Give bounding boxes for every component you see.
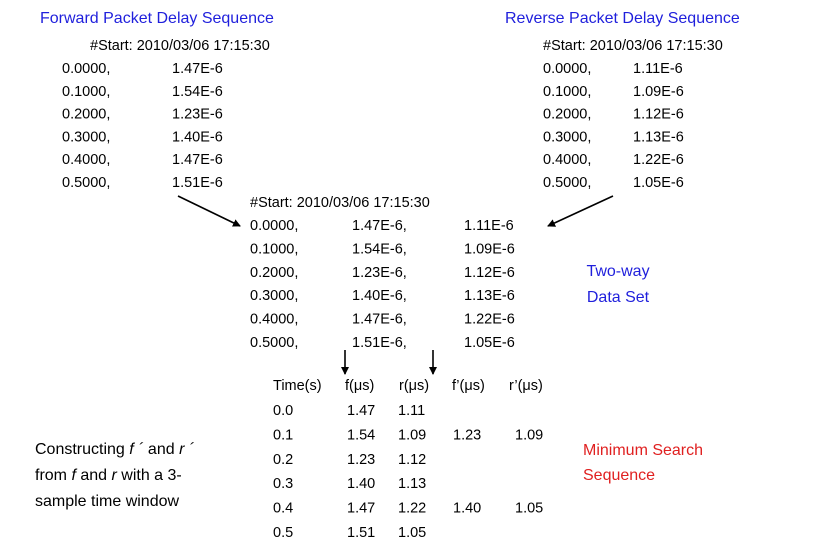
- cell: 0.4000,: [250, 312, 298, 328]
- cell: 0.3000,: [250, 288, 298, 304]
- cell: 1.51: [347, 525, 375, 541]
- table-header: f(μs): [345, 378, 374, 394]
- cell: 1.40E-6,: [352, 288, 407, 304]
- caption-line: from f and r with a 3-: [35, 467, 182, 484]
- arrow: [177, 195, 241, 227]
- cell: 1.12: [398, 452, 426, 468]
- cell: 1.47: [347, 501, 375, 517]
- cell: 0.4000,: [62, 152, 110, 168]
- cell: 1.47E-6,: [352, 218, 407, 234]
- cell: 0.2000,: [543, 107, 591, 123]
- caption-part: f: [71, 467, 77, 484]
- cell: 1.09E-6: [633, 84, 684, 100]
- minimum-label: Sequence: [583, 467, 655, 484]
- cell: 1.13E-6: [464, 288, 515, 304]
- cell: 0.5: [273, 525, 293, 541]
- cell: 1.05E-6: [633, 175, 684, 191]
- cell: 0.5000,: [250, 335, 298, 351]
- cell: 0.1000,: [250, 241, 298, 257]
- cell: 1.22E-6: [633, 152, 684, 168]
- cell: 0.5000,: [62, 175, 110, 191]
- forward-start: #Start: 2010/03/06 17:15:30: [90, 38, 270, 54]
- cell: 1.11E-6: [464, 218, 514, 234]
- cell: 1.54E-6: [172, 84, 223, 100]
- cell: 1.11E-6: [633, 61, 683, 77]
- cell: 1.09: [398, 427, 426, 443]
- cell: 1.40: [347, 476, 375, 492]
- cell: 0.2: [273, 452, 293, 468]
- minimum-label: Minimum Search: [583, 442, 703, 459]
- caption-line: Constructing f ´ and r ´: [35, 441, 195, 458]
- cell: 1.05: [515, 501, 543, 517]
- caption-part: with a 3-: [117, 467, 182, 484]
- forward-title: Forward Packet Delay Sequence: [40, 10, 274, 27]
- cell: 1.54: [347, 427, 375, 443]
- table-header: f’(μs): [452, 378, 485, 394]
- cell: 1.23E-6: [172, 107, 223, 123]
- table-header: Time(s): [273, 378, 322, 394]
- cell: 1.51E-6: [172, 175, 223, 191]
- two-way-label: Two-way: [586, 263, 649, 280]
- table-header: r’(μs): [509, 378, 543, 394]
- cell: 1.23: [453, 427, 481, 443]
- table-header: r(μs): [399, 378, 429, 394]
- cell: 0.0000,: [250, 218, 298, 234]
- cell: 0.0: [273, 403, 293, 419]
- cell: 0.3000,: [543, 129, 591, 145]
- cell: 1.09E-6: [464, 241, 515, 257]
- cell: 1.23: [347, 452, 375, 468]
- cell: 0.3: [273, 476, 293, 492]
- cell: 1.05E-6: [464, 335, 515, 351]
- cell: 1.12E-6: [633, 107, 684, 123]
- cell: 0.2000,: [250, 265, 298, 281]
- caption-part: r ´: [179, 441, 195, 458]
- cell: 1.05: [398, 525, 426, 541]
- cell: 1.22: [398, 501, 426, 517]
- cell: 0.3000,: [62, 129, 110, 145]
- cell: 1.22E-6: [464, 312, 515, 328]
- cell: 0.1000,: [62, 84, 110, 100]
- two-way-label: Data Set: [587, 289, 650, 306]
- cell: 0.5000,: [543, 175, 591, 191]
- cell: 0.4: [273, 501, 293, 517]
- cell: 1.40: [453, 501, 481, 517]
- cell: 1.54E-6,: [352, 241, 407, 257]
- cell: 0.0000,: [543, 61, 591, 77]
- cell: 1.47E-6: [172, 61, 223, 77]
- cell: 1.12E-6: [464, 265, 515, 281]
- cell: 0.4000,: [543, 152, 591, 168]
- combined-start: #Start: 2010/03/06 17:15:30: [250, 195, 430, 211]
- caption-part: and: [76, 467, 112, 484]
- cell: 1.11: [398, 403, 425, 419]
- cell: 1.47E-6: [172, 152, 223, 168]
- cell: 0.0000,: [62, 61, 110, 77]
- cell: 1.47E-6,: [352, 312, 407, 328]
- cell: 0.1000,: [543, 84, 591, 100]
- cell: 0.1: [273, 427, 293, 443]
- cell: 1.47: [347, 403, 375, 419]
- caption-part: Constructing: [35, 441, 129, 458]
- caption-part: from: [35, 467, 71, 484]
- cell: 1.51E-6,: [352, 335, 407, 351]
- cell: 1.23E-6,: [352, 265, 407, 281]
- cell: 1.13: [398, 476, 426, 492]
- caption-part: and: [143, 441, 179, 458]
- cell: 1.09: [515, 427, 543, 443]
- caption-part: r: [112, 467, 118, 484]
- cell: 1.40E-6: [172, 129, 223, 145]
- cell: 0.2000,: [62, 107, 110, 123]
- cell: 1.13E-6: [633, 129, 684, 145]
- arrow: [547, 195, 614, 227]
- reverse-start: #Start: 2010/03/06 17:15:30: [543, 38, 723, 54]
- caption-part: sample time window: [35, 493, 180, 510]
- caption-part: f ´: [129, 441, 144, 458]
- caption-line: sample time window: [35, 493, 180, 510]
- reverse-title: Reverse Packet Delay Sequence: [505, 10, 740, 27]
